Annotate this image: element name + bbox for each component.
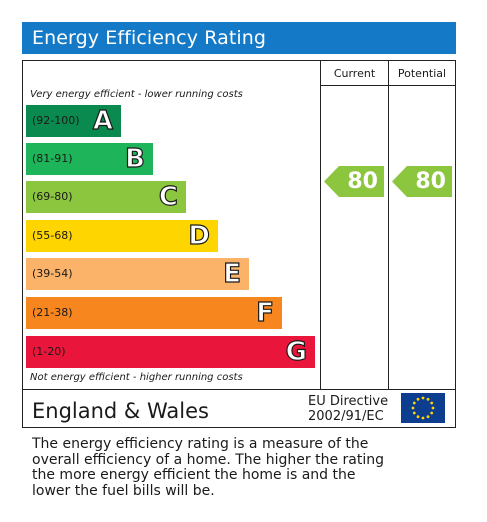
inefficient-note: Not energy efficient - higher running co…: [30, 372, 243, 383]
potential-column-header: Potential: [397, 67, 447, 80]
eu-star: [426, 415, 430, 419]
band-range: (39-54): [32, 267, 73, 280]
eu-star: [416, 415, 420, 419]
band-range: (92-100): [32, 114, 80, 127]
description-line: the more energy efficient the home is an…: [32, 467, 356, 483]
eu-star: [416, 397, 420, 401]
band-range: (21-38): [32, 306, 73, 319]
directive-line-1: EU Directive: [308, 394, 389, 409]
eu-star: [430, 411, 434, 415]
arrow-shape: [324, 166, 384, 197]
band-a: (92-100) A: [26, 105, 121, 137]
eu-directive: EU Directive 2002/91/EC: [308, 394, 388, 424]
band-letter: D: [188, 220, 211, 251]
eu-flag-icon: [401, 393, 445, 423]
band-f: (21-38) F: [26, 297, 282, 329]
header-divider: [320, 85, 455, 86]
band-letter: F: [256, 297, 275, 328]
band-range: (69-80): [32, 190, 73, 203]
directive-line-2: 2002/91/EC: [308, 409, 384, 424]
band-letter: G: [285, 336, 308, 367]
band-g: (1-20) G: [26, 336, 315, 368]
eu-star: [421, 416, 425, 420]
potential-rating-arrow: 80: [392, 166, 452, 197]
band-range: (55-68): [32, 229, 73, 242]
band-c: (69-80) C: [26, 181, 186, 213]
current-rating-arrow: 80: [324, 166, 384, 197]
eu-star: [412, 411, 416, 415]
band-letter: E: [223, 258, 242, 289]
eu-star: [421, 396, 425, 400]
arrow-shape: [392, 166, 452, 197]
band-letter: C: [158, 181, 178, 212]
column-divider: [388, 61, 389, 389]
eu-star: [412, 401, 416, 405]
footer-divider: [23, 389, 455, 390]
band-range: (1-20): [32, 345, 66, 358]
header-title: Energy Efficiency Rating: [32, 27, 267, 49]
eu-stars-icon: [411, 396, 435, 420]
band-range: (81-91): [32, 152, 73, 165]
region-label: England & Wales: [32, 399, 209, 423]
eu-star: [411, 406, 415, 410]
description-line: lower the fuel bills will be.: [32, 482, 215, 499]
current-column-header: Current: [333, 67, 376, 80]
eu-star: [431, 406, 435, 410]
rating-description: The energy efficiency rating is a measur…: [32, 436, 452, 499]
band-e: (39-54) E: [26, 258, 249, 290]
band-b: (81-91) B: [26, 143, 153, 175]
description-line: The energy efficiency rating is a measur…: [32, 436, 369, 452]
band-letter: B: [125, 143, 146, 174]
description-line: overall efficiency of a home. The higher…: [32, 451, 384, 468]
current-rating-value: 80: [347, 169, 378, 194]
eu-star: [430, 401, 434, 405]
column-divider: [320, 61, 321, 389]
band-letter: A: [92, 105, 113, 136]
potential-rating-value: 80: [415, 169, 446, 194]
rating-header: Energy Efficiency Rating: [22, 22, 456, 54]
rating-chart: Current Potential Very energy efficient …: [22, 60, 456, 428]
efficient-note: Very energy efficient - lower running co…: [30, 89, 243, 100]
band-d: (55-68) D: [26, 220, 218, 252]
eu-star: [426, 397, 430, 401]
